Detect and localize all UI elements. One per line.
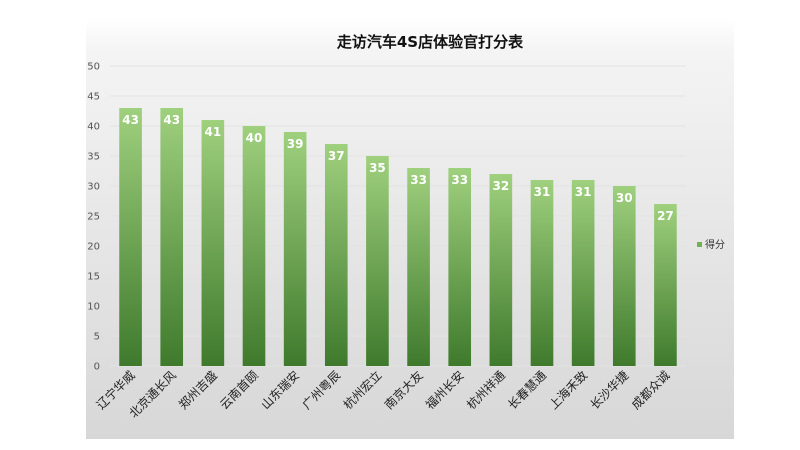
data-label: 37 (328, 149, 345, 163)
x-tick-label: 杭州宏立 (340, 368, 385, 413)
y-tick-label: 0 (94, 362, 100, 373)
bar (119, 108, 142, 366)
y-tick-label: 50 (87, 62, 100, 73)
bar (530, 180, 554, 366)
y-tick-label: 30 (87, 182, 100, 193)
data-label: 35 (369, 161, 386, 175)
data-label: 39 (287, 137, 304, 151)
bar (366, 156, 389, 366)
bar (407, 168, 430, 366)
x-tick-label: 成都众诚 (629, 368, 673, 412)
y-tick-label: 10 (87, 302, 100, 313)
bar (571, 180, 595, 366)
x-tick-label: 南京大友 (381, 368, 426, 413)
chart-panel: 走访汽车4S店体验官打分表 0 5 10 15 20 25 30 35 40 45 50 43 辽宁华… (86, 18, 734, 439)
data-label: 43 (122, 113, 139, 127)
bar (160, 108, 184, 366)
bar (489, 174, 513, 366)
x-tick-label: 长沙华捷 (588, 368, 632, 412)
legend: 得分 (697, 239, 725, 251)
legend-swatch (697, 242, 702, 247)
x-tick-label: 郑州吉盛 (175, 368, 220, 413)
data-label: 32 (493, 179, 510, 193)
data-label: 33 (410, 173, 427, 187)
x-tick-label: 福州长安 (422, 368, 467, 413)
y-tick-label: 20 (87, 242, 100, 253)
x-tick-label: 长春慧通 (505, 368, 550, 413)
y-tick-label: 35 (87, 152, 100, 163)
y-tick-label: 15 (87, 272, 100, 283)
legend-label: 得分 (705, 239, 725, 251)
data-label: 31 (575, 185, 592, 199)
y-tick-label: 45 (87, 92, 100, 103)
bar (201, 120, 225, 366)
y-tick-label: 40 (87, 122, 100, 133)
x-tick-label: 上海禾致 (546, 368, 591, 413)
y-tick-label: 5 (94, 332, 100, 343)
y-tick-label: 25 (87, 212, 100, 223)
bar (324, 144, 348, 366)
data-label: 31 (534, 185, 551, 199)
bar (242, 126, 266, 366)
x-tick-label: 广州粤辰 (299, 368, 344, 413)
bar (283, 132, 307, 366)
data-label: 41 (205, 125, 222, 139)
bar (612, 186, 636, 366)
chart-title: 走访汽车4S店体验官打分表 (337, 33, 524, 51)
data-label: 33 (451, 173, 468, 187)
x-tick-label: 山东瑞安 (258, 368, 303, 413)
data-label: 30 (616, 191, 633, 205)
bar (448, 168, 472, 366)
data-label: 43 (163, 113, 180, 127)
x-tick-label: 杭州祥通 (463, 368, 508, 413)
bar (654, 204, 677, 366)
x-tick-label: 云南首颐 (217, 368, 262, 413)
data-label: 27 (657, 209, 674, 223)
data-label: 40 (246, 131, 263, 145)
